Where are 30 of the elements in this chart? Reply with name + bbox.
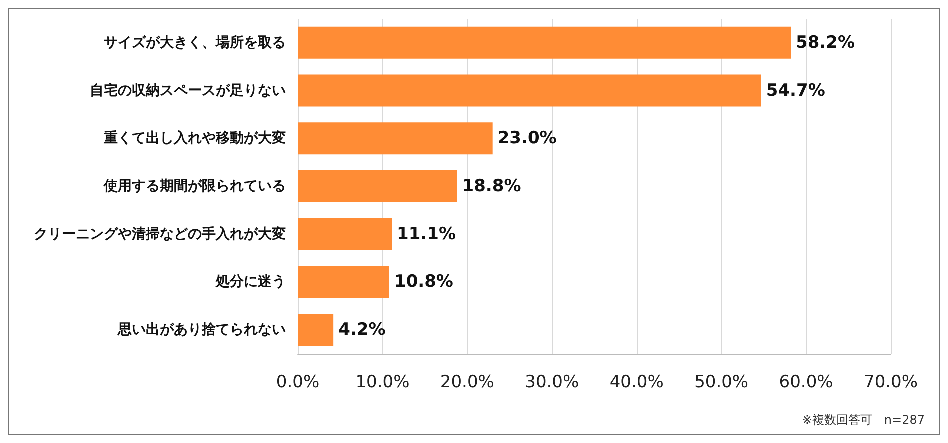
y-tick-label: 使用する期間が限られている bbox=[103, 178, 286, 194]
bar bbox=[298, 26, 792, 59]
x-tick-label: 10.0% bbox=[356, 372, 410, 392]
x-tick-label: 50.0% bbox=[694, 372, 749, 392]
text: ※複数回答可 n=287 bbox=[802, 413, 926, 427]
y-tick-label: クリーニングや清掃などの手入れが大変 bbox=[34, 225, 286, 242]
x-tick-label: 0.0% bbox=[276, 372, 320, 392]
y-tick-label: 重くて出し入れや移動が大変 bbox=[103, 130, 286, 147]
data-label: 10.8% bbox=[394, 272, 454, 292]
x-tick-label: 20.0% bbox=[440, 372, 494, 392]
x-tick-label: 40.0% bbox=[610, 372, 664, 392]
bar bbox=[298, 314, 334, 346]
y-tick-label: 処分に迷う bbox=[215, 274, 286, 290]
data-label: 4.2% bbox=[338, 320, 386, 340]
bar bbox=[298, 218, 392, 250]
x-tick-label: 30.0% bbox=[525, 372, 580, 392]
data-label: 58.2% bbox=[796, 32, 856, 53]
bar bbox=[298, 74, 762, 107]
bar bbox=[298, 266, 390, 298]
data-label: 54.7% bbox=[766, 80, 826, 101]
bar bbox=[298, 170, 458, 202]
x-tick-label: 60.0% bbox=[779, 372, 834, 392]
bar bbox=[298, 122, 493, 155]
data-label: 18.8% bbox=[462, 176, 522, 196]
y-tick-label: 自宅の収納スペースが足りない bbox=[90, 82, 286, 99]
data-label: 23.0% bbox=[498, 128, 557, 149]
data-label: 11.1% bbox=[397, 224, 456, 244]
y-tick-label: サイズが大きく、場所を取る bbox=[104, 34, 286, 51]
x-tick-label: 70.0% bbox=[864, 372, 918, 392]
y-tick-label: 思い出があり捨てられない bbox=[117, 322, 286, 338]
